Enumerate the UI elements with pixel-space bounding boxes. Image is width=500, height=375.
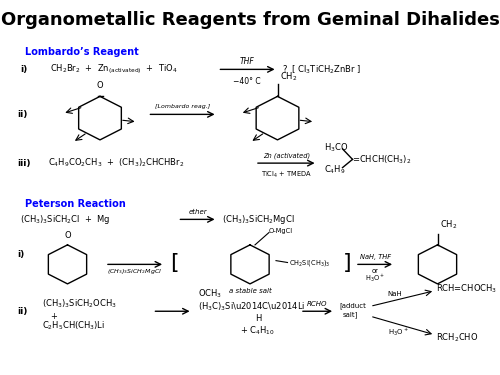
Text: (CH$_3$)$_3$SiCH$_2$MgCl: (CH$_3$)$_3$SiCH$_2$MgCl: [108, 267, 162, 276]
Text: RCH$_2$CHO: RCH$_2$CHO: [436, 331, 478, 344]
Text: C$_2$H$_5$CH(CH$_3$)Li: C$_2$H$_5$CH(CH$_3$)Li: [42, 319, 106, 332]
Text: C$_4$H$_9$: C$_4$H$_9$: [324, 164, 345, 176]
Text: [adduct: [adduct: [339, 302, 366, 309]
Text: or: or: [372, 268, 378, 274]
Text: [: [: [170, 252, 178, 273]
Text: +: +: [50, 312, 57, 321]
Text: Organometallic Reagents from Geminal Dihalides: Organometallic Reagents from Geminal Dih…: [0, 11, 500, 29]
Text: C$_4$H$_9$CO$_2$CH$_3$  +  (CH$_3$)$_2$CHCHBr$_2$: C$_4$H$_9$CO$_2$CH$_3$ + (CH$_3$)$_2$CHC…: [48, 157, 184, 170]
Text: H$_3$O$^+$: H$_3$O$^+$: [388, 326, 408, 338]
Text: THF: THF: [240, 57, 255, 66]
Text: ii): ii): [18, 307, 28, 316]
Text: Peterson Reaction: Peterson Reaction: [25, 199, 126, 209]
Text: i): i): [18, 251, 25, 260]
Text: iii): iii): [18, 159, 31, 168]
Text: ether: ether: [188, 209, 207, 215]
Text: Zn (activated): Zn (activated): [262, 152, 310, 159]
Text: i): i): [20, 65, 27, 74]
Text: ?  [ Cl$_3$TiCH$_2$ZnBr ]: ? [ Cl$_3$TiCH$_2$ZnBr ]: [282, 63, 362, 76]
Text: =CHCH(CH$_3$)$_2$: =CHCH(CH$_3$)$_2$: [352, 153, 412, 166]
Text: (H$_3$C)$_3$Si\u2014C\u2014Li: (H$_3$C)$_3$Si\u2014C\u2014Li: [198, 300, 305, 313]
Text: H$_3$CO: H$_3$CO: [324, 141, 348, 154]
Text: Lombardo’s Reagent: Lombardo’s Reagent: [25, 47, 139, 57]
Text: CH$_2$Si(CH$_3$)$_3$: CH$_2$Si(CH$_3$)$_3$: [289, 258, 331, 267]
Text: CH$_2$: CH$_2$: [280, 70, 297, 82]
Text: (CH$_3$)$_3$SiCH$_2$OCH$_3$: (CH$_3$)$_3$SiCH$_2$OCH$_3$: [42, 297, 117, 310]
Text: RCH=CHOCH$_3$: RCH=CHOCH$_3$: [436, 282, 498, 295]
Text: (CH$_3$)$_3$SiCH$_2$MgCl: (CH$_3$)$_3$SiCH$_2$MgCl: [222, 213, 295, 226]
Text: O-MgCl: O-MgCl: [269, 228, 293, 234]
Text: OCH$_3$: OCH$_3$: [198, 287, 222, 300]
Text: O: O: [96, 81, 103, 90]
Text: salt]: salt]: [342, 312, 358, 318]
Text: O: O: [64, 231, 71, 240]
Text: (CH$_3$)$_3$SiCH$_2$Cl  +  Mg: (CH$_3$)$_3$SiCH$_2$Cl + Mg: [20, 213, 110, 226]
Text: CH$_2$: CH$_2$: [440, 219, 458, 231]
Text: TiCl$_4$ + TMEDA: TiCl$_4$ + TMEDA: [260, 170, 312, 180]
Text: + C$_4$H$_{10}$: + C$_4$H$_{10}$: [240, 325, 275, 338]
Text: a stable salt: a stable salt: [228, 288, 272, 294]
Text: ]: ]: [342, 252, 351, 273]
Text: RCHO: RCHO: [307, 301, 328, 307]
Text: H: H: [255, 314, 262, 323]
Text: CH$_2$Br$_2$  +  Zn$_{\rm (activated)}$  +  TiO$_4$: CH$_2$Br$_2$ + Zn$_{\rm (activated)}$ + …: [50, 63, 178, 76]
Text: NaH: NaH: [388, 291, 402, 297]
Text: NaH, THF: NaH, THF: [360, 254, 390, 260]
Text: −40° C: −40° C: [232, 77, 260, 86]
Text: [Lombardo reag.]: [Lombardo reag.]: [155, 104, 210, 110]
Text: H$_3$O$^+$: H$_3$O$^+$: [365, 272, 385, 284]
Text: ii): ii): [18, 110, 28, 119]
